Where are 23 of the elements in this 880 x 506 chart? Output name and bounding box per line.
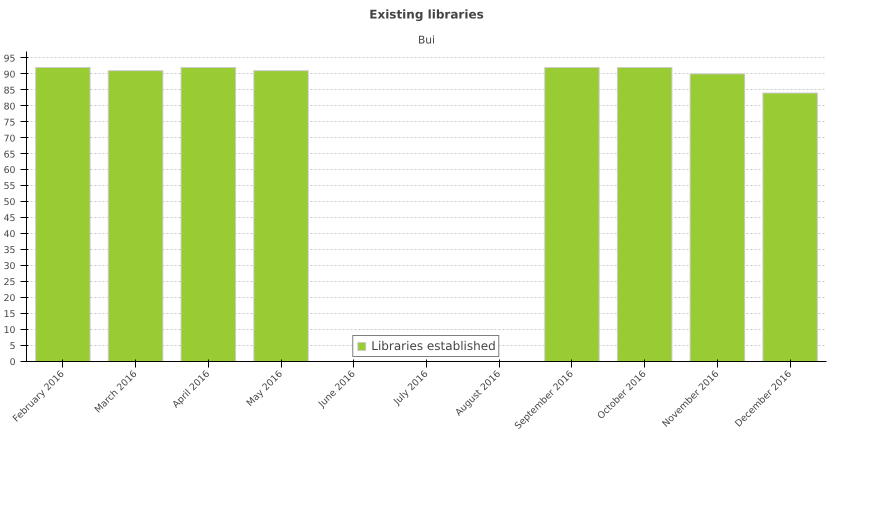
y-tick-label: 40 bbox=[4, 229, 16, 240]
y-tick-label: 5 bbox=[10, 341, 16, 352]
y-tick-label: 90 bbox=[4, 69, 16, 80]
y-tick-label: 10 bbox=[4, 325, 16, 336]
y-tick-label: 20 bbox=[4, 293, 16, 304]
legend-label: Libraries established bbox=[371, 339, 496, 353]
chart-title: Existing libraries bbox=[369, 8, 484, 22]
y-tick-label: 55 bbox=[4, 181, 16, 192]
y-tick-label: 85 bbox=[4, 85, 16, 96]
y-tick-label: 65 bbox=[4, 149, 16, 160]
y-tick-label: 45 bbox=[4, 213, 16, 224]
y-tick-label: 75 bbox=[4, 117, 16, 128]
y-tick-label: 35 bbox=[4, 245, 16, 256]
y-tick-label: 50 bbox=[4, 197, 16, 208]
y-tick-label: 15 bbox=[4, 309, 16, 320]
y-tick-label: 80 bbox=[4, 101, 16, 112]
y-tick-label: 30 bbox=[4, 261, 16, 272]
y-tick-label: 95 bbox=[4, 53, 16, 64]
y-tick-label: 0 bbox=[10, 357, 16, 368]
y-tick-label: 25 bbox=[4, 277, 16, 288]
y-tick-label: 70 bbox=[4, 133, 16, 144]
chart-subtitle: Bui bbox=[418, 34, 436, 46]
y-tick-label: 60 bbox=[4, 165, 16, 176]
